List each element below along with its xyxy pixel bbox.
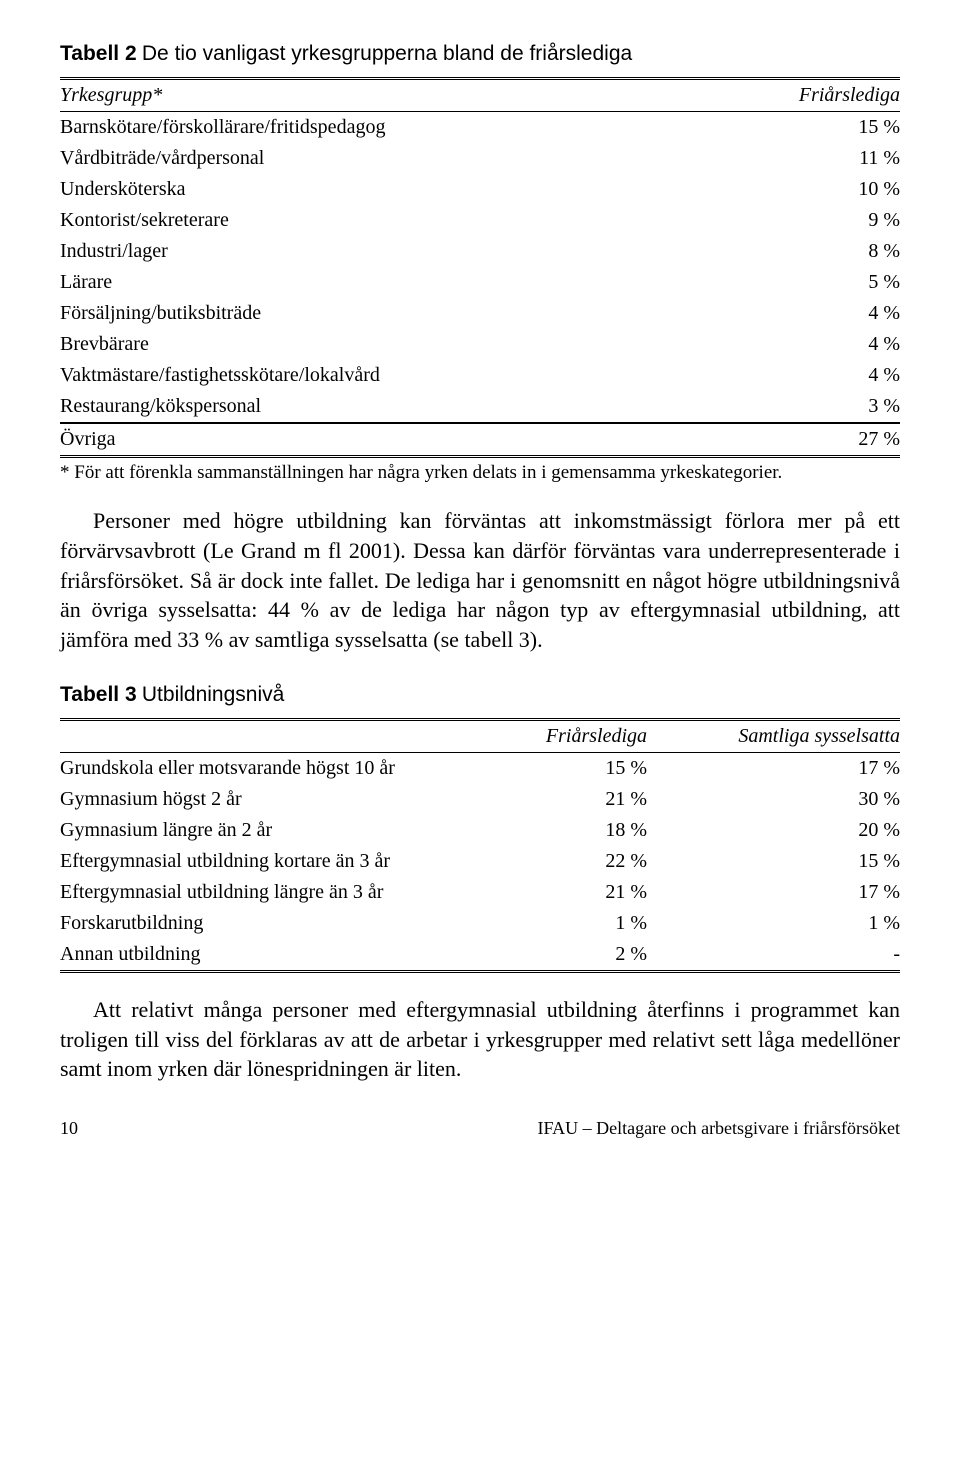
table-row-v2: 20 % bbox=[687, 815, 900, 846]
page-footer: 10 IFAU – Deltagare och arbetsgivare i f… bbox=[60, 1118, 900, 1139]
table-row-name: Forskarutbildning bbox=[60, 908, 501, 939]
table-row-val: 10 % bbox=[648, 174, 900, 205]
table-row-name: Vårdbiträde/vårdpersonal bbox=[60, 143, 648, 174]
table-row-val: 4 % bbox=[648, 298, 900, 329]
table2-col2: Friårslediga bbox=[648, 79, 900, 112]
table-row-name: Gymnasium högst 2 år bbox=[60, 784, 501, 815]
table-row-name: Eftergymnasial utbildning kortare än 3 å… bbox=[60, 846, 501, 877]
table-row-name: Undersköterska bbox=[60, 174, 648, 205]
table-row-val: 9 % bbox=[648, 205, 900, 236]
table2-col1: Yrkesgrupp* bbox=[60, 79, 648, 112]
table3-desc: Utbildningsnivå bbox=[142, 683, 284, 706]
table3-title: Tabell 3 Utbildningsnivå bbox=[60, 681, 900, 708]
table3-col1 bbox=[60, 720, 501, 753]
table-row-v2: 1 % bbox=[687, 908, 900, 939]
table-row-v1: 2 % bbox=[501, 939, 687, 972]
table-row-v2: - bbox=[687, 939, 900, 972]
table-row-val: 5 % bbox=[648, 267, 900, 298]
footer-text: IFAU – Deltagare och arbetsgivare i friå… bbox=[537, 1118, 900, 1139]
table-row-v2: 30 % bbox=[687, 784, 900, 815]
table-row-v1: 18 % bbox=[501, 815, 687, 846]
ovriga-val: 27 % bbox=[648, 424, 900, 457]
table-row-v2: 17 % bbox=[687, 753, 900, 785]
paragraph-2: Att relativt många personer med eftergym… bbox=[60, 995, 900, 1084]
table-row-val: 15 % bbox=[648, 112, 900, 144]
table-row-val: 8 % bbox=[648, 236, 900, 267]
table-row-val: 4 % bbox=[648, 329, 900, 360]
page-number: 10 bbox=[60, 1118, 78, 1139]
table-row-name: Barnskötare/förskollärare/fritidspedagog bbox=[60, 112, 648, 144]
table-row-name: Industri/lager bbox=[60, 236, 648, 267]
table-row-v2: 17 % bbox=[687, 877, 900, 908]
table-row-name: Brevbärare bbox=[60, 329, 648, 360]
table-row-val: 3 % bbox=[648, 391, 900, 423]
table-row-v1: 21 % bbox=[501, 784, 687, 815]
table-row-name: Restaurang/kökspersonal bbox=[60, 391, 648, 423]
table3: Friårslediga Samtliga sysselsatta Grunds… bbox=[60, 718, 900, 973]
table-row-name: Eftergymnasial utbildning längre än 3 år bbox=[60, 877, 501, 908]
table-row-v1: 22 % bbox=[501, 846, 687, 877]
table-row-val: 4 % bbox=[648, 360, 900, 391]
ovriga-label: Övriga bbox=[60, 424, 648, 457]
table2-label: Tabell 2 bbox=[60, 42, 137, 65]
table-row-name: Gymnasium längre än 2 år bbox=[60, 815, 501, 846]
table-row-name: Annan utbildning bbox=[60, 939, 501, 972]
table-row-name: Vaktmästare/fastighetsskötare/lokalvård bbox=[60, 360, 648, 391]
table3-col2: Friårslediga bbox=[501, 720, 687, 753]
table2-title: Tabell 2 De tio vanligast yrkesgrupperna… bbox=[60, 40, 900, 67]
table-row-v1: 1 % bbox=[501, 908, 687, 939]
table3-col3: Samtliga sysselsatta bbox=[687, 720, 900, 753]
table-row-name: Kontorist/sekreterare bbox=[60, 205, 648, 236]
table2: Yrkesgrupp* Friårslediga Barnskötare/för… bbox=[60, 77, 900, 458]
table-row-name: Lärare bbox=[60, 267, 648, 298]
table-row-v1: 21 % bbox=[501, 877, 687, 908]
paragraph-1: Personer med högre utbildning kan förvän… bbox=[60, 506, 900, 654]
table-row-v1: 15 % bbox=[501, 753, 687, 785]
table-row-v2: 15 % bbox=[687, 846, 900, 877]
table-row-val: 11 % bbox=[648, 143, 900, 174]
table-row-name: Försäljning/butiksbiträde bbox=[60, 298, 648, 329]
table3-label: Tabell 3 bbox=[60, 683, 137, 706]
table2-desc: De tio vanligast yrkesgrupperna bland de… bbox=[142, 42, 632, 65]
table-row-name: Grundskola eller motsvarande högst 10 år bbox=[60, 753, 501, 785]
table2-footnote: * För att förenkla sammanställningen har… bbox=[60, 462, 900, 484]
